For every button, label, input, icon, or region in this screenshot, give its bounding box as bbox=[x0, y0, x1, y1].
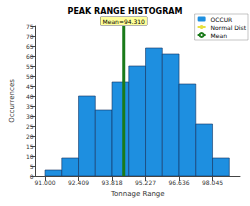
svg-text:55: 55 bbox=[26, 63, 34, 70]
svg-text:75: 75 bbox=[26, 23, 34, 30]
svg-text:5: 5 bbox=[30, 163, 34, 170]
svg-text:35: 35 bbox=[26, 103, 34, 110]
svg-text:OCCUR: OCCUR bbox=[211, 16, 233, 23]
svg-text:95.227: 95.227 bbox=[135, 179, 156, 186]
svg-text:92.409: 92.409 bbox=[68, 179, 89, 186]
svg-text:Mean: Mean bbox=[211, 32, 228, 39]
svg-text:70: 70 bbox=[26, 33, 34, 40]
svg-text:98.045: 98.045 bbox=[202, 179, 223, 186]
svg-text:50: 50 bbox=[26, 73, 34, 80]
svg-text:Tonnage Range: Tonnage Range bbox=[110, 190, 165, 198]
svg-text:65: 65 bbox=[26, 43, 34, 50]
svg-text:30: 30 bbox=[26, 113, 34, 120]
svg-text:20: 20 bbox=[26, 133, 34, 140]
svg-text:Normal Dist: Normal Dist bbox=[211, 24, 247, 31]
svg-text:96.636: 96.636 bbox=[169, 179, 190, 186]
svg-text:0: 0 bbox=[30, 173, 34, 180]
svg-text:10: 10 bbox=[26, 153, 34, 160]
svg-text:40: 40 bbox=[26, 93, 34, 100]
svg-text:25: 25 bbox=[26, 123, 34, 130]
svg-text:60: 60 bbox=[26, 53, 34, 60]
svg-text:45: 45 bbox=[26, 83, 34, 90]
svg-text:Occurrences: Occurrences bbox=[8, 79, 16, 123]
svg-text:15: 15 bbox=[26, 143, 34, 150]
svg-text:91.000: 91.000 bbox=[35, 179, 56, 186]
svg-text:Mean=94.310: Mean=94.310 bbox=[103, 18, 146, 25]
svg-text:93.818: 93.818 bbox=[102, 179, 123, 186]
svg-text:PEAK RANGE HISTOGRAM: PEAK RANGE HISTOGRAM bbox=[68, 7, 183, 16]
